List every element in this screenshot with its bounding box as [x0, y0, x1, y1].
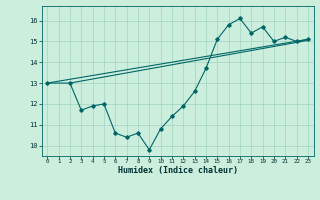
X-axis label: Humidex (Indice chaleur): Humidex (Indice chaleur): [118, 166, 237, 175]
